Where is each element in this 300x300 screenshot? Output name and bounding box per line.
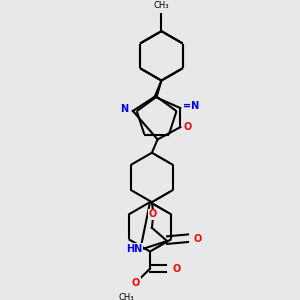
Text: =N: =N [183, 101, 200, 111]
Text: N: N [120, 104, 128, 114]
Text: CH₃: CH₃ [118, 292, 134, 300]
Text: O: O [173, 264, 181, 274]
Text: O: O [183, 122, 191, 132]
Text: O: O [149, 209, 157, 220]
Text: HN: HN [126, 244, 142, 254]
Text: O: O [132, 278, 140, 288]
Text: O: O [194, 234, 202, 244]
Text: O: O [149, 209, 157, 220]
Text: CH₃: CH₃ [154, 1, 169, 10]
